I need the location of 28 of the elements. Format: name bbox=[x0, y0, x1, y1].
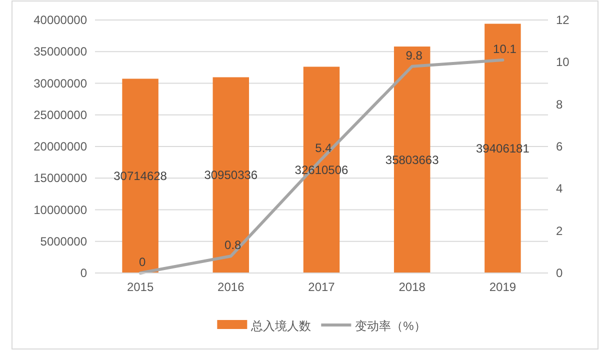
y-tick-label: 40000000 bbox=[34, 13, 88, 27]
y2-tick-label: 6 bbox=[556, 140, 563, 154]
x-tick-label: 2015 bbox=[126, 280, 154, 294]
y-tick-label: 35000000 bbox=[34, 44, 88, 59]
y2-tick-label: 4 bbox=[556, 182, 563, 196]
y-tick-label: 20000000 bbox=[34, 140, 88, 154]
y-tick-label: 5000000 bbox=[40, 234, 88, 248]
y2-tick-label: 10 bbox=[556, 55, 570, 70]
x-tick-label: 2019 bbox=[489, 280, 516, 294]
y-tick-label: 25000000 bbox=[34, 108, 88, 122]
legend-label: 变动率（%） bbox=[355, 319, 426, 333]
legend-label: 总入境人数 bbox=[250, 319, 312, 333]
y-tick-label: 0 bbox=[80, 266, 88, 280]
y-tick-label: 10000000 bbox=[34, 202, 88, 217]
x-tick-label: 2016 bbox=[218, 280, 245, 294]
y-tick-label: 15000000 bbox=[34, 171, 88, 186]
x-tick-label: 2017 bbox=[308, 280, 336, 294]
data-label: 5.4 bbox=[315, 141, 332, 156]
y2-tick-label: 8 bbox=[556, 97, 563, 112]
y2-tick-label: 0 bbox=[556, 266, 563, 280]
y-tick-label: 30000000 bbox=[34, 76, 88, 90]
data-label: 0.8 bbox=[224, 238, 242, 252]
y2-tick-label: 2 bbox=[556, 224, 563, 238]
data-label: 10.1 bbox=[493, 42, 517, 56]
data-label: 9.8 bbox=[406, 48, 423, 62]
data-label: 0 bbox=[138, 255, 146, 269]
x-tick-label: 2018 bbox=[398, 280, 426, 294]
y2-tick-label: 12 bbox=[556, 13, 570, 27]
